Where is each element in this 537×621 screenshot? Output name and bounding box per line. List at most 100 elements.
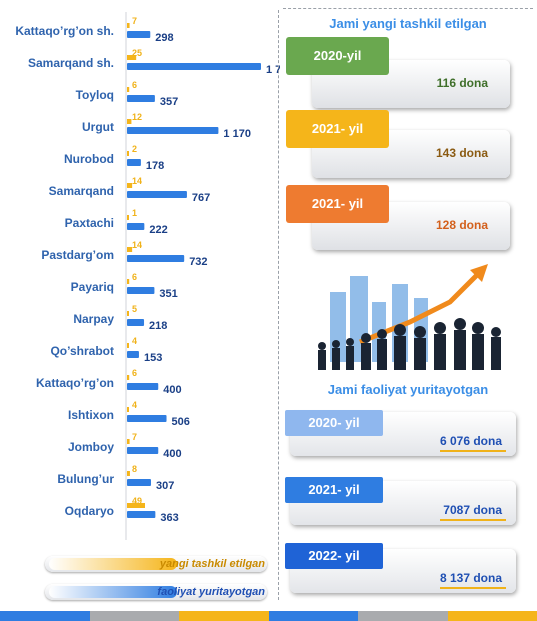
bottom-bar-segment [447,611,537,621]
active-card-year-tab: 2021- yil [285,477,383,503]
vertical-divider [278,10,279,600]
data-label-new: 4 [132,400,137,410]
category-label: Jomboy [68,440,114,454]
data-label-active: 400 [163,448,181,460]
data-label-new: 25 [132,48,142,58]
bar-active [127,191,187,198]
active-card-year-tab: 2020- yil [285,410,383,436]
data-label-active: 178 [146,160,164,172]
data-label-new: 4 [132,336,137,346]
bottom-bar-segment [89,611,179,621]
bar-active [127,479,151,486]
data-label-active: 1 170 [223,128,251,140]
category-label: Kattaqo’rg’on [36,376,114,390]
bar-new [127,87,130,92]
bar-active [127,319,145,326]
data-label-active: 767 [192,192,210,204]
data-label-active: 298 [155,32,173,44]
bar-active [127,447,159,454]
active-card-value: 6 076 dona [439,434,502,448]
data-label-new: 6 [132,272,137,282]
bar-new [127,407,129,412]
category-label: Samarqand sh. [28,56,114,70]
active-panel-title: Jami faoliyat yuritayotgan [327,382,489,397]
bar-new [127,23,130,28]
data-label-new: 6 [132,368,137,378]
data-label-new: 2 [132,144,137,154]
category-label: Narpay [73,312,114,326]
data-label-active: 153 [144,352,162,364]
bar-active [127,31,151,38]
bar-active [127,159,141,166]
new-card-value: 128 dona [435,218,488,232]
bottom-bar-segment [358,611,448,621]
data-label-new: 7 [132,16,137,26]
data-label-new: 14 [132,240,142,250]
bar-active [127,63,261,70]
category-label: Nurobod [64,152,114,166]
data-label-new: 7 [132,432,137,442]
new-card-value: 143 dona [435,146,488,160]
bar-new [127,439,130,444]
new-card-value: 116 dona [436,76,488,90]
category-label: Ishtixon [68,408,114,422]
bar-new [127,55,137,60]
legend-swatch-active [49,586,177,598]
bar-active [127,511,156,518]
active-card-underline [440,450,506,452]
data-label-new: 8 [132,464,137,474]
business-growth-illustration [318,264,501,370]
category-label: Oqdaryo [65,504,114,518]
legend-item-active: faoliyat yuritayotgan [45,584,267,600]
data-label-active: 218 [149,320,167,332]
active-card-underline [440,587,506,589]
active-card-2021: 7087 dona [290,481,516,525]
legend-swatch-new [49,558,177,570]
data-label-active: 506 [172,416,190,428]
active-card-underline [440,519,506,521]
data-label-new: 14 [132,176,142,186]
bottom-color-bar [0,611,537,621]
bottom-bar-segment [179,611,269,621]
data-label-active: 400 [163,384,181,396]
new-panel-title: Jami yangi tashkil etilgan [329,16,487,31]
new-card-2020: 116 dona [312,60,510,108]
bar-new [127,343,129,348]
bar-active [127,383,159,390]
data-label-active: 357 [160,96,178,108]
bar-new [127,119,132,124]
bar-active [127,223,145,230]
data-label-active: 351 [159,288,177,300]
bar-new [127,311,129,316]
bar-new [127,279,130,284]
active-card-value: 8 137 dona [439,571,502,585]
category-label: Toyloq [76,88,114,102]
bar-new [127,503,145,508]
data-label-new: 6 [132,80,137,90]
new-card-year-tab: 2021- yil [286,110,389,148]
category-label: Bulung’ur [57,472,114,486]
data-label-new: 5 [132,304,137,314]
top-divider [283,8,533,9]
bar-new [127,471,130,476]
legend-label-active: faoliyat yuritayotgan [157,586,265,598]
data-label-new: 1 [132,208,137,218]
bar-new [127,183,133,188]
bar-active [127,95,155,102]
bar-new [127,375,130,380]
bottom-bar-segment [0,611,90,621]
new-card-year-tab: 2020-yil [286,37,389,75]
category-label: Paxtachi [65,216,114,230]
category-label: Urgut [82,120,114,134]
bar-active [127,127,219,134]
bar-active [127,351,139,358]
bar-new [127,151,129,156]
bar-new [127,247,133,252]
data-label-new: 12 [132,112,142,122]
category-label: Kattaqo’rg’on sh. [15,24,114,38]
data-label-active: 1 715 [266,64,280,76]
data-label-active: 363 [160,512,178,524]
active-card-value: 7087 dona [443,503,502,517]
category-label: Pastdarg’om [41,248,114,262]
